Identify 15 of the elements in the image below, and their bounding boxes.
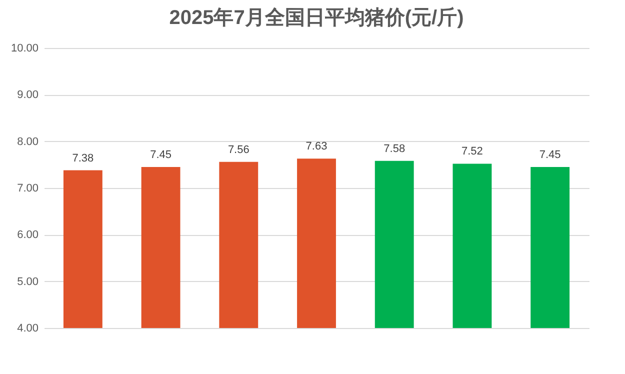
data-label: 7.38 (72, 152, 94, 164)
data-label: 7.45 (150, 149, 172, 161)
y-tick-label: 8.00 (17, 136, 38, 148)
data-label: 7.58 (384, 142, 406, 155)
y-tick-label: 9.00 (17, 89, 38, 102)
data-label: 7.52 (462, 146, 483, 158)
y-tick-label: 4.00 (17, 322, 38, 334)
y-tick-label: 10.00 (10, 42, 38, 54)
y-tick-label: 5.00 (17, 276, 38, 288)
data-label: 7.56 (228, 144, 250, 156)
data-label: 7.45 (539, 149, 561, 161)
data-label: 7.63 (306, 140, 328, 153)
y-tick-label: 6.00 (17, 229, 38, 242)
chart-title: 2025年7月全国日平均猪价(元/斤) (169, 6, 464, 29)
y-tick-label: 7.00 (17, 182, 38, 194)
